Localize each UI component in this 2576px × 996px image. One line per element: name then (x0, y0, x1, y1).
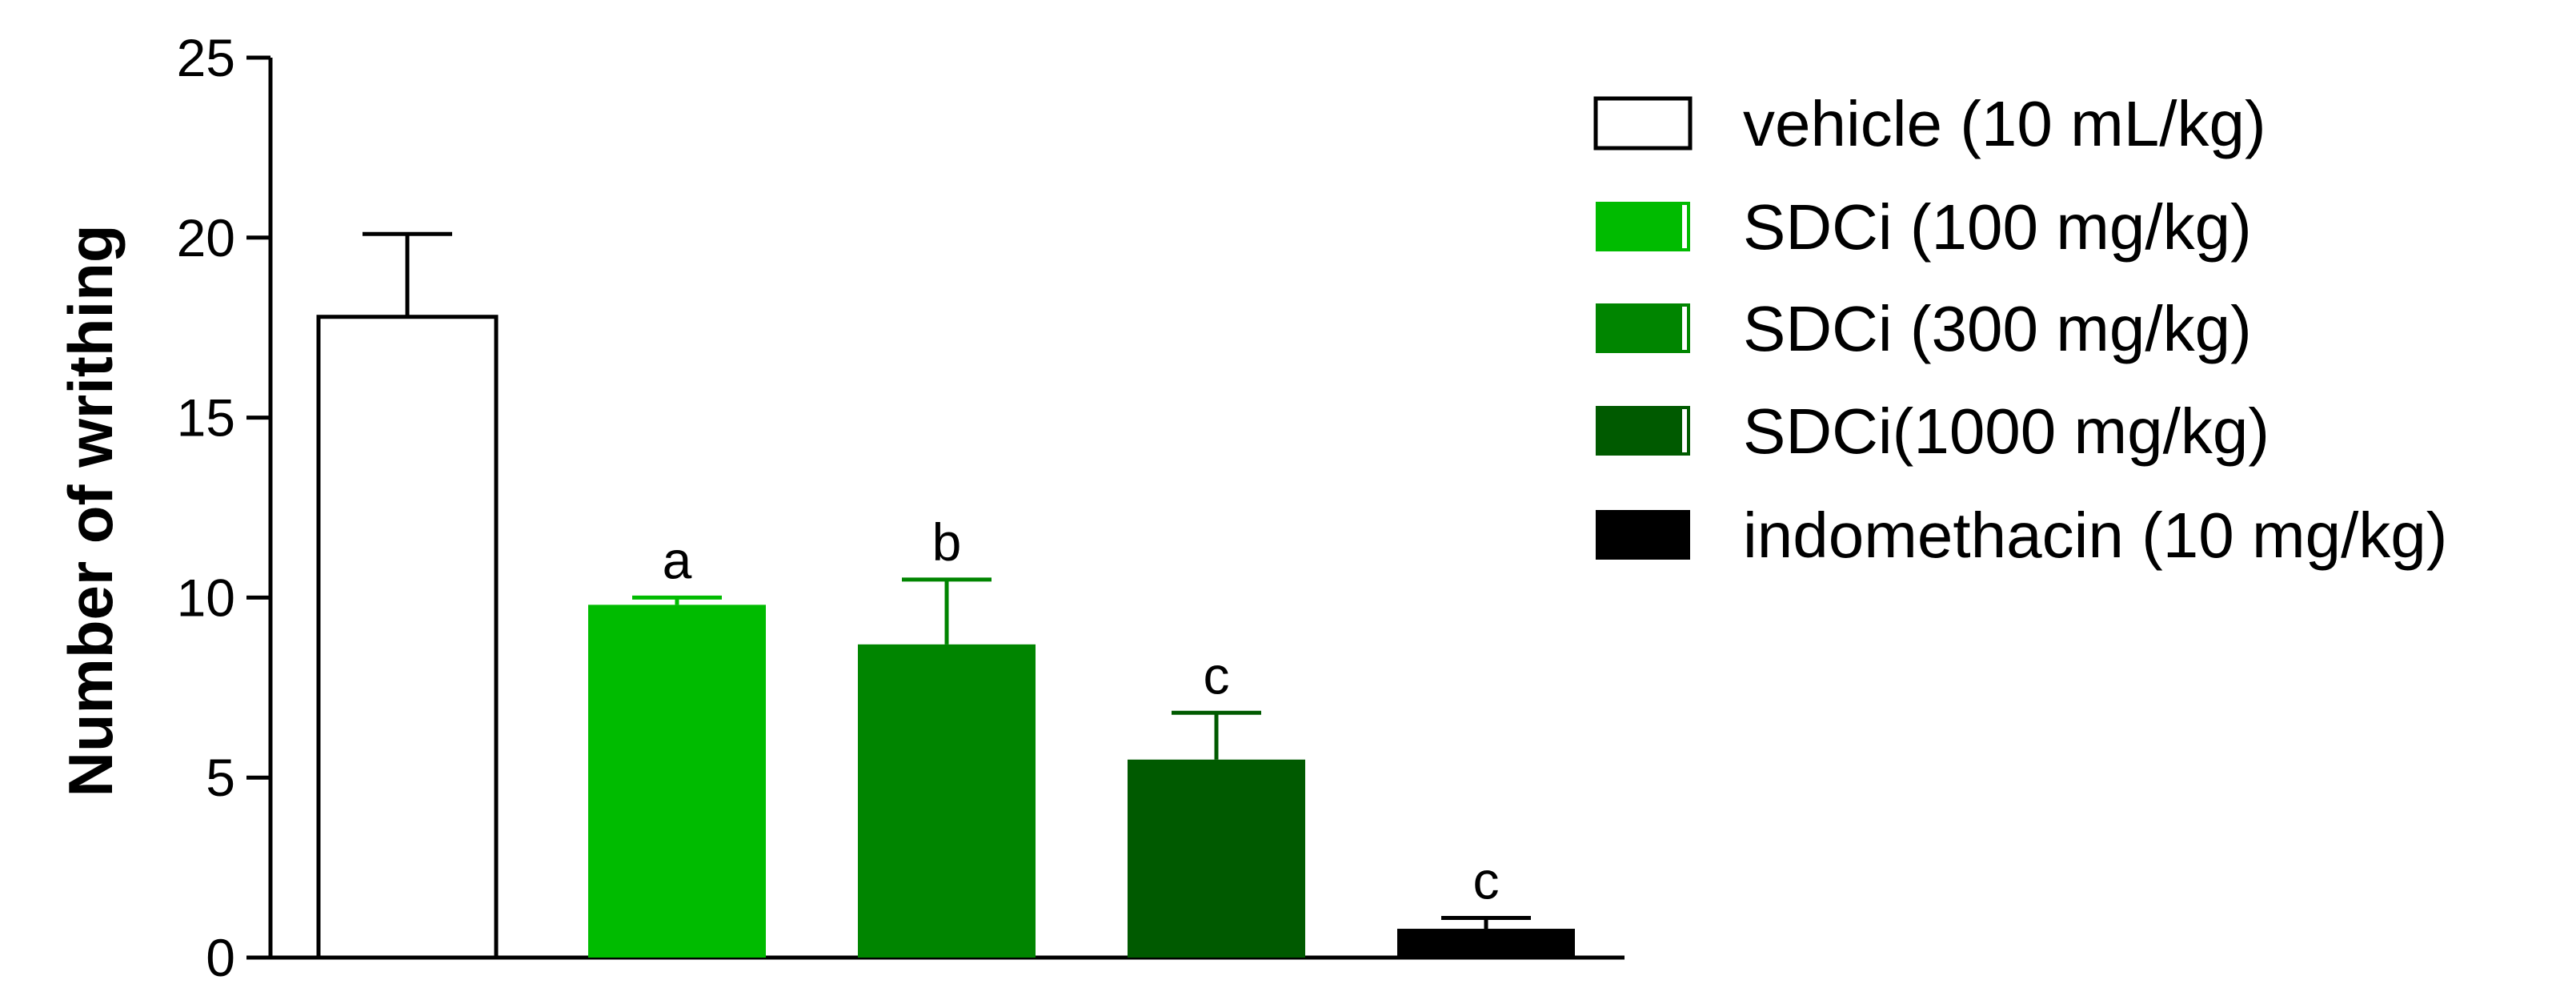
y-tick-label: 15 (177, 388, 235, 448)
legend-swatch (1593, 96, 1693, 151)
significance-labels: a b c c (663, 512, 1500, 910)
bar (316, 315, 499, 960)
y-tick-label: 10 (177, 568, 235, 627)
y-tick-label: 20 (177, 208, 235, 267)
y-tick-label: 5 (206, 748, 235, 807)
significance-letter: a (663, 530, 692, 589)
legend-label: SDCi (100 mg/kg) (1743, 191, 2252, 263)
significance-letter: b (932, 512, 962, 572)
y-tick-label: 25 (177, 28, 235, 87)
legend-swatch (1596, 510, 1690, 560)
legend-label: indomethacin (10 mg/kg) (1743, 500, 2447, 571)
bar (588, 604, 766, 958)
legend-swatch-edge (1682, 205, 1687, 248)
legend-swatch (1596, 303, 1690, 353)
bars (316, 231, 1575, 960)
y-axis-label: Number of writhing (55, 225, 126, 797)
bar (1397, 929, 1575, 958)
legend-swatch-edge (1682, 307, 1687, 350)
legend-label: SDCi (300 mg/kg) (1743, 293, 2252, 364)
legend-label: vehicle (10 mL/kg) (1743, 88, 2266, 159)
significance-letter: c (1473, 851, 1500, 910)
bar (1128, 759, 1305, 958)
legend-label: SDCi(1000 mg/kg) (1743, 396, 2270, 467)
axes: 0 5 10 15 20 25 (177, 28, 1625, 987)
legend-swatch (1596, 202, 1690, 251)
y-tick-label: 0 (206, 928, 235, 987)
legend-swatch (1596, 406, 1690, 456)
legend: vehicle (10 mL/kg) SDCi (100 mg/kg) SDCi (… (1593, 88, 2447, 571)
significance-letter: c (1204, 645, 1230, 705)
legend-swatch-edge (1682, 409, 1687, 452)
bar (858, 644, 1036, 958)
